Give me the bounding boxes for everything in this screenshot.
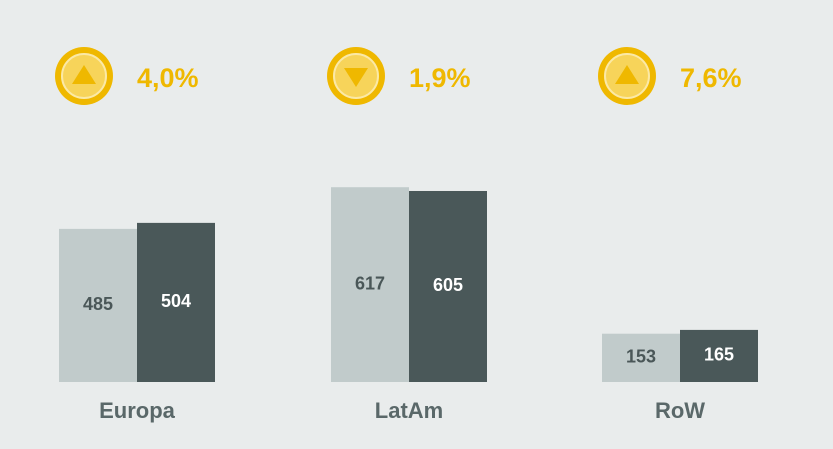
change-label: 7,6% (680, 63, 742, 93)
value-label: 153 (626, 347, 656, 367)
value-label: 605 (433, 275, 463, 295)
bar (137, 222, 215, 382)
value-label: 617 (355, 273, 385, 293)
bar (409, 190, 487, 382)
category-label: LatAm (375, 398, 443, 423)
change-arrow (344, 68, 368, 87)
value-label: 504 (161, 291, 191, 311)
category-label: Europa (99, 398, 176, 423)
change-label: 1,9% (409, 63, 471, 93)
value-label: 165 (704, 345, 734, 365)
change-label: 4,0% (137, 63, 199, 93)
change-arrow (72, 65, 96, 84)
bar (331, 187, 409, 382)
category-label: RoW (655, 398, 705, 423)
change-arrow (615, 65, 639, 84)
bar (602, 333, 680, 382)
bar (680, 329, 758, 382)
value-label: 485 (83, 294, 113, 314)
bar (59, 228, 137, 382)
